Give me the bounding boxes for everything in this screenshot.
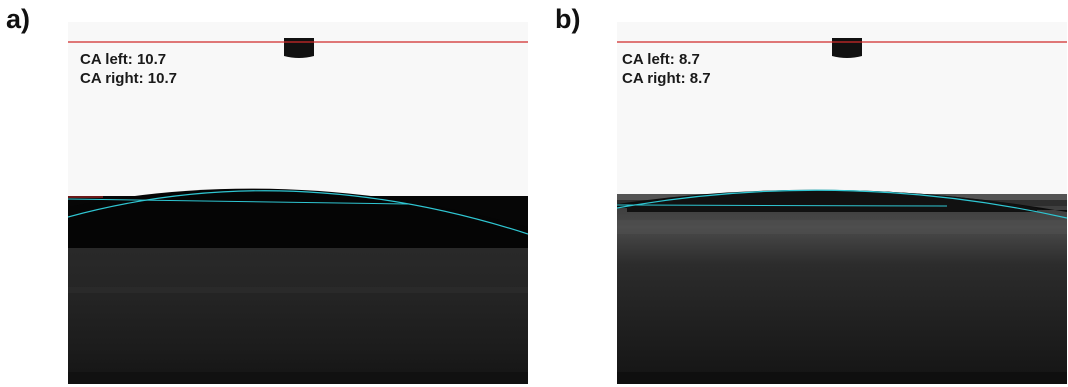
ca-left-value: CA left: 10.7 [80,51,167,68]
panel-b-image: CA left: 8.7 CA right: 8.7 [617,22,1067,384]
baseline-fit-line [617,204,948,207]
panel-a-readout: CA left: 10.7 CA right: 10.7 [80,50,177,88]
needle-tip [832,38,862,58]
ca-left-value: CA left: 8.7 [622,51,700,68]
panel-b-label: b) [555,4,581,34]
panel-a-drop-photo [68,22,528,384]
droplet-fit-curve [617,189,1067,219]
baseline-fit-line [68,198,409,205]
panel-a-image: CA left: 10.7 CA right: 10.7 [68,22,528,384]
needle-tip [284,38,314,58]
ca-right-value: CA right: 8.7 [622,70,711,87]
panel-b-drop-photo [617,22,1067,384]
panel-a-label: a) [6,4,31,34]
droplet-fit-curve [68,190,528,235]
ca-right-value: CA right: 10.7 [80,70,177,87]
panel-b-readout: CA left: 8.7 CA right: 8.7 [622,50,711,88]
